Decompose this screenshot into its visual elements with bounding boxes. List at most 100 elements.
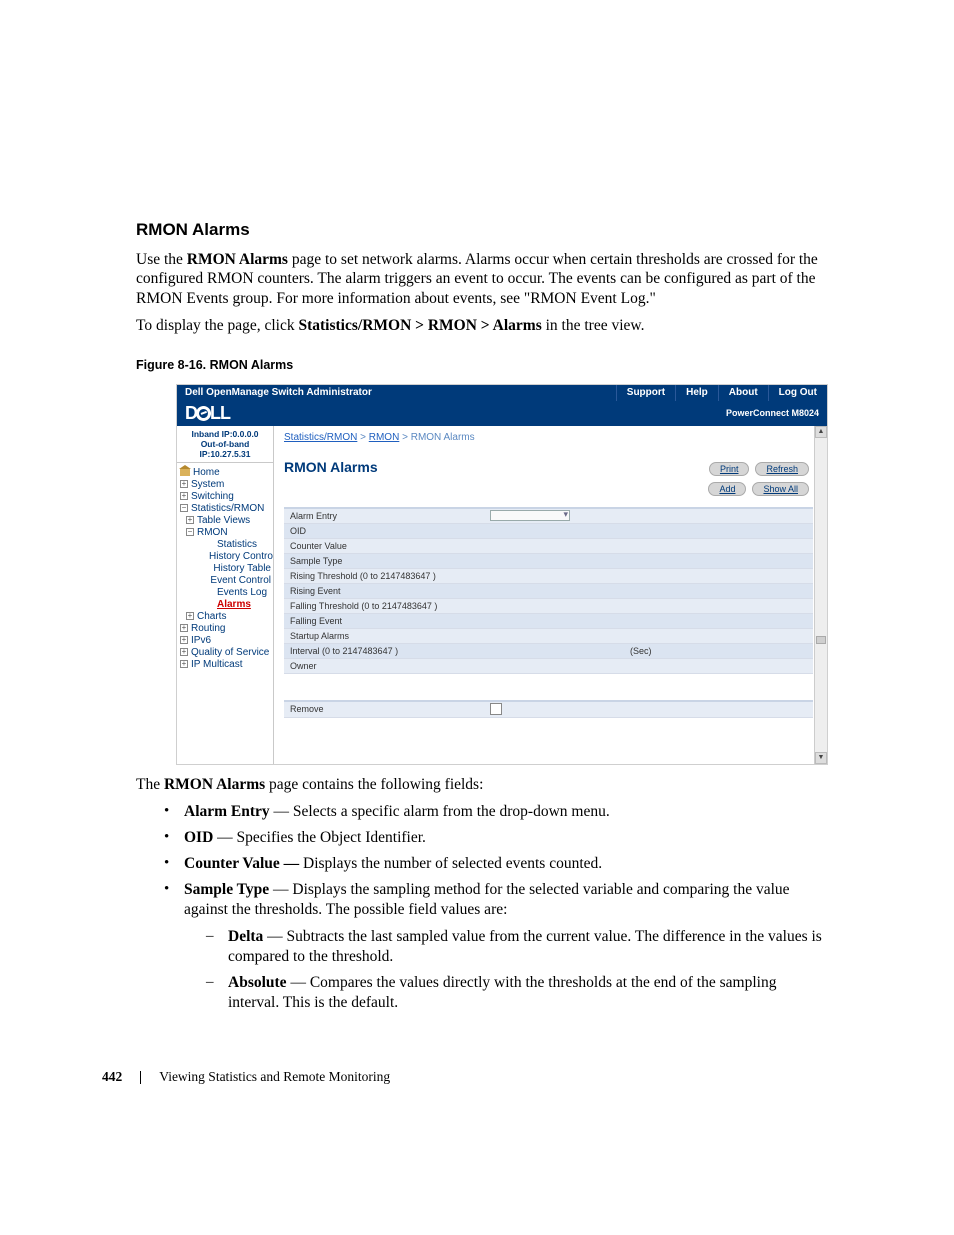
para2-b: Statistics/RMON > RMON > Alarms bbox=[298, 317, 541, 334]
tree-ipmc[interactable]: +IP Multicast bbox=[180, 658, 271, 670]
scroll-down-icon[interactable]: ▼ bbox=[815, 752, 827, 764]
after-shot-text: The RMON Alarms page contains the follow… bbox=[136, 775, 824, 794]
row-rising-threshold: Rising Threshold (0 to 2147483647 ) bbox=[284, 569, 813, 584]
tree-system[interactable]: +System bbox=[180, 478, 271, 490]
page-footer: 442 Viewing Statistics and Remote Monito… bbox=[102, 1069, 390, 1085]
tree-switching[interactable]: +Switching bbox=[180, 490, 271, 502]
topnav-logout[interactable]: Log Out bbox=[768, 385, 827, 401]
show-all-button[interactable]: Show All bbox=[752, 482, 809, 496]
lbl-counter-value: Counter Value bbox=[290, 541, 490, 551]
tree-stats[interactable]: −Statistics/RMON bbox=[180, 502, 271, 514]
tree-system-label: System bbox=[191, 479, 224, 490]
para2-c: in the tree view. bbox=[542, 317, 645, 334]
product-label: PowerConnect M8024 bbox=[726, 408, 819, 418]
print-button[interactable]: Print bbox=[709, 462, 750, 476]
lbl-interval-unit: (Sec) bbox=[630, 646, 652, 656]
sample-type-sublist: Delta — Subtracts the last sampled value… bbox=[184, 927, 824, 1014]
crumb-current: RMON Alarms bbox=[411, 432, 475, 443]
app-title: Dell OpenManage Switch Administrator bbox=[177, 387, 616, 398]
tree-tableviews[interactable]: +Table Views bbox=[180, 514, 271, 526]
topnav-about[interactable]: About bbox=[718, 385, 768, 401]
expand-icon[interactable]: + bbox=[180, 624, 188, 632]
expand-icon[interactable]: + bbox=[180, 636, 188, 644]
tree-rmon-label: RMON bbox=[197, 527, 228, 538]
scrollbar[interactable]: ▲ ▼ bbox=[814, 426, 827, 764]
ip-inband: Inband IP:0.0.0.0 bbox=[179, 429, 271, 439]
topnav-support[interactable]: Support bbox=[616, 385, 675, 401]
para-2: To display the page, click Statistics/RM… bbox=[136, 316, 824, 335]
lbl-rising-threshold: Rising Threshold (0 to 2147483647 ) bbox=[290, 571, 490, 581]
row-remove: Remove bbox=[284, 700, 813, 718]
term-sample-type: Sample Type bbox=[184, 881, 269, 898]
ip-oob: Out-of-band IP:10.27.5.31 bbox=[179, 439, 271, 459]
alarm-entry-select[interactable] bbox=[490, 510, 570, 521]
tree-history-control[interactable]: History Control bbox=[180, 550, 271, 562]
expand-icon[interactable]: + bbox=[180, 660, 188, 668]
crumb-stats[interactable]: Statistics/RMON bbox=[284, 432, 357, 443]
li-counter-value: Counter Value — Displays the number of s… bbox=[184, 854, 824, 874]
lbl-sample-type: Sample Type bbox=[290, 556, 490, 566]
refresh-button[interactable]: Refresh bbox=[755, 462, 809, 476]
sidebar: Inband IP:0.0.0.0 Out-of-band IP:10.27.5… bbox=[177, 426, 274, 764]
collapse-icon[interactable]: − bbox=[180, 504, 188, 512]
remove-checkbox[interactable] bbox=[490, 703, 502, 715]
tree-ipv6-label: IPv6 bbox=[191, 635, 211, 646]
tree-alarms-label: Alarms bbox=[217, 599, 251, 610]
term-counter-value: Counter Value — bbox=[184, 855, 299, 872]
crumb-rmon[interactable]: RMON bbox=[369, 432, 400, 443]
row-alarm-entry: Alarm Entry bbox=[284, 509, 813, 524]
scroll-up-icon[interactable]: ▲ bbox=[815, 426, 827, 438]
row-falling-threshold: Falling Threshold (0 to 2147483647 ) bbox=[284, 599, 813, 614]
gap bbox=[274, 674, 827, 700]
after-rest: page contains the following fields: bbox=[269, 776, 483, 793]
button-area: Print Refresh Add Show All bbox=[708, 462, 809, 496]
topnav-help[interactable]: Help bbox=[675, 385, 718, 401]
lbl-oid: OID bbox=[290, 526, 490, 536]
li-oid: OID — Specifies the Object Identifier. bbox=[184, 828, 824, 848]
para-1: Use the RMON Alarms page to set network … bbox=[136, 250, 824, 308]
tree-statistics[interactable]: Statistics bbox=[180, 538, 271, 550]
rest-alarm-entry: — Selects a specific alarm from the drop… bbox=[270, 803, 610, 820]
collapse-icon[interactable]: − bbox=[186, 528, 194, 536]
tree-routing[interactable]: +Routing bbox=[180, 622, 271, 634]
tree-history-table[interactable]: History Table bbox=[180, 562, 271, 574]
breadcrumb: Statistics/RMON > RMON > RMON Alarms bbox=[274, 426, 827, 443]
tree-charts[interactable]: +Charts bbox=[180, 610, 271, 622]
screenshot: Dell OpenManage Switch Administrator Sup… bbox=[176, 384, 828, 765]
row-falling-event: Falling Event bbox=[284, 614, 813, 629]
rest-absolute: — Compares the values directly with the … bbox=[228, 974, 776, 1011]
expand-icon[interactable]: + bbox=[180, 480, 188, 488]
lbl-falling-threshold: Falling Threshold (0 to 2147483647 ) bbox=[290, 601, 490, 611]
tree-events-log[interactable]: Events Log bbox=[180, 586, 271, 598]
tree-stats-label: Statistics/RMON bbox=[191, 503, 264, 514]
expand-icon[interactable]: + bbox=[180, 492, 188, 500]
nav-tree: Home +System +Switching −Statistics/RMON… bbox=[177, 463, 273, 670]
expand-icon[interactable]: + bbox=[186, 516, 194, 524]
add-button[interactable]: Add bbox=[708, 482, 746, 496]
scroll-thumb[interactable] bbox=[816, 636, 826, 644]
expand-icon[interactable]: + bbox=[186, 612, 194, 620]
tree-history-control-label: History Control bbox=[209, 551, 274, 562]
expand-icon[interactable]: + bbox=[180, 648, 188, 656]
tree-event-control[interactable]: Event Control bbox=[180, 574, 271, 586]
li-sample-type: Sample Type — Displays the sampling meth… bbox=[184, 880, 824, 1013]
tree-charts-label: Charts bbox=[197, 611, 226, 622]
row-owner: Owner bbox=[284, 659, 813, 674]
lbl-falling-event: Falling Event bbox=[290, 616, 490, 626]
row-startup-alarms: Startup Alarms bbox=[284, 629, 813, 644]
tree-ipv6[interactable]: +IPv6 bbox=[180, 634, 271, 646]
ip-box: Inband IP:0.0.0.0 Out-of-band IP:10.27.5… bbox=[177, 426, 273, 464]
para1-a: Use the bbox=[136, 251, 187, 268]
rest-delta: — Subtracts the last sampled value from … bbox=[228, 928, 822, 965]
tree-event-control-label: Event Control bbox=[210, 575, 271, 586]
footer-chapter: Viewing Statistics and Remote Monitoring bbox=[159, 1069, 390, 1085]
tree-alarms[interactable]: Alarms bbox=[180, 598, 271, 610]
lbl-interval: Interval (0 to 2147483647 ) bbox=[290, 646, 490, 656]
li-delta: Delta — Subtracts the last sampled value… bbox=[228, 927, 824, 967]
tree-home[interactable]: Home bbox=[180, 466, 271, 478]
term-alarm-entry: Alarm Entry bbox=[184, 803, 270, 820]
tree-rmon[interactable]: −RMON bbox=[180, 526, 271, 538]
page-number: 442 bbox=[102, 1069, 122, 1085]
figure-caption: Figure 8-16. RMON Alarms bbox=[136, 358, 824, 372]
tree-qos[interactable]: +Quality of Service bbox=[180, 646, 271, 658]
